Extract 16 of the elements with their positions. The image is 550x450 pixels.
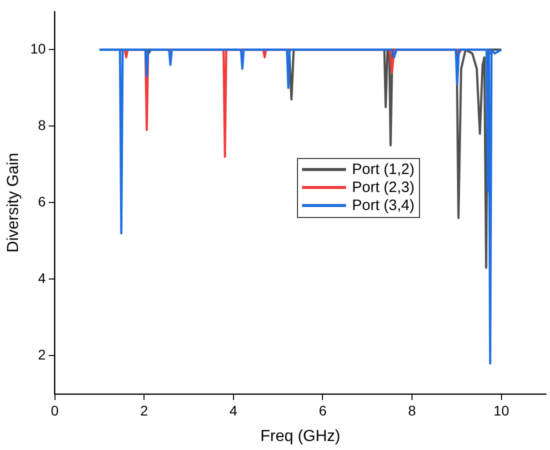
- x-tick-label: 4: [230, 402, 238, 418]
- y-tick-label: 2: [38, 346, 46, 363]
- y-tick-label: 8: [38, 117, 46, 134]
- x-axis-title: Freq (GHz): [260, 428, 340, 445]
- y-tick-label: 6: [38, 194, 46, 210]
- x-tick-label: 0: [50, 402, 59, 418]
- x-tick-label: 2: [140, 402, 148, 418]
- legend-label: Port (2,3): [352, 178, 415, 196]
- y-tick-label: 4: [38, 270, 46, 286]
- x-tick-label: 6: [318, 402, 327, 418]
- legend-label: Port (3,4): [352, 196, 415, 214]
- legend-label: Port (1,2): [352, 160, 415, 178]
- x-tick-label: 10: [494, 402, 510, 418]
- y-tick-label: 10: [30, 40, 46, 57]
- x-tick-label: 8: [408, 402, 416, 418]
- y-axis-title: Diversity Gain: [5, 152, 22, 252]
